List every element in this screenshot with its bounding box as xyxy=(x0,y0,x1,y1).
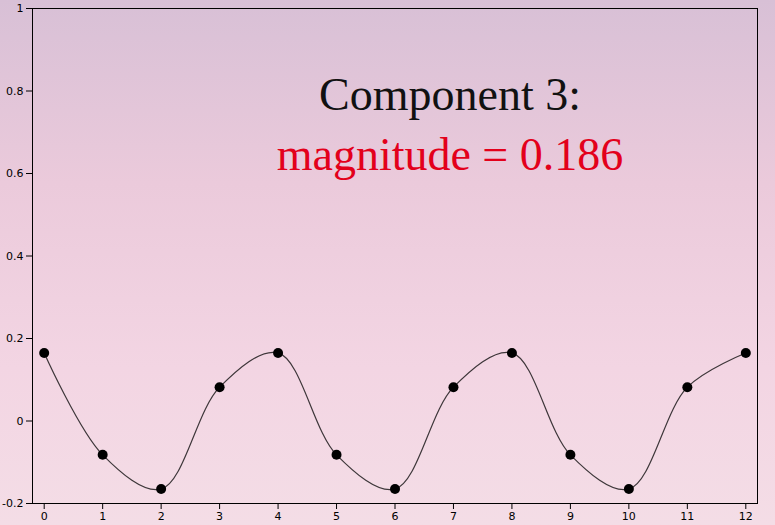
svg-text:-0.2: -0.2 xyxy=(2,497,23,510)
svg-text:3: 3 xyxy=(216,510,223,523)
svg-text:6: 6 xyxy=(392,510,399,523)
svg-text:0: 0 xyxy=(17,415,24,428)
svg-text:4: 4 xyxy=(275,510,282,523)
html-text:Component 3:: Component 3: xyxy=(319,69,581,120)
svg-text:8: 8 xyxy=(508,510,515,523)
svg-text:0.2: 0.2 xyxy=(6,332,24,345)
html-text:magnitude = 0.186: magnitude = 0.186 xyxy=(276,129,624,180)
svg-text:7: 7 xyxy=(450,510,457,523)
svg-text:0: 0 xyxy=(41,510,48,523)
svg-text:10: 10 xyxy=(622,510,636,523)
svg-text:9: 9 xyxy=(567,510,574,523)
svg-text:11: 11 xyxy=(680,510,694,523)
svg-text:0.8: 0.8 xyxy=(6,85,24,98)
svg-text:12: 12 xyxy=(739,510,753,523)
svg-text:5: 5 xyxy=(333,510,340,523)
svg-text:0.4: 0.4 xyxy=(6,250,24,263)
svg-text:1: 1 xyxy=(17,2,24,15)
svg-text:2: 2 xyxy=(158,510,165,523)
svg-text:1: 1 xyxy=(99,510,106,523)
svg-text:0.6: 0.6 xyxy=(6,167,24,180)
